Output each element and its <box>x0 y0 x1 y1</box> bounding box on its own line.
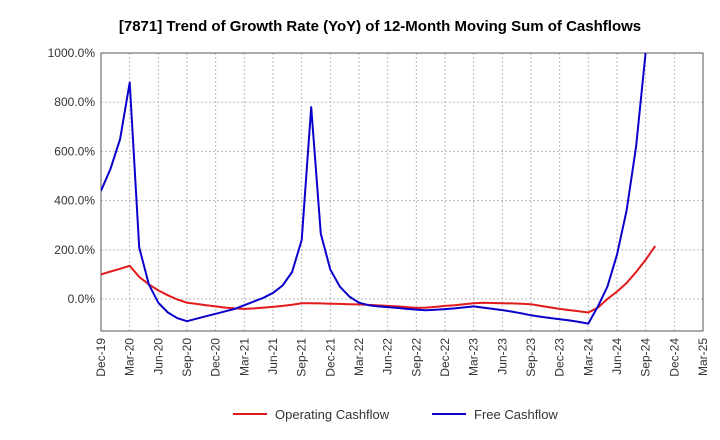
x-tick-label: Dec-19 <box>94 338 108 377</box>
y-tick-label: 800.0% <box>54 95 95 109</box>
y-tick-label: 0.0% <box>68 292 96 306</box>
x-tick-label: Dec-20 <box>209 338 223 377</box>
x-tick-label: Sep-23 <box>524 338 538 377</box>
series-line-free-cashflow <box>101 53 647 325</box>
x-tick-label: Mar-21 <box>237 338 251 376</box>
x-tick-label: Jun-20 <box>151 338 165 375</box>
series-lines <box>101 53 657 325</box>
grid-lines <box>100 52 704 331</box>
x-tick-label: Mar-23 <box>467 338 481 376</box>
legend-label: Operating Cashflow <box>275 407 390 422</box>
x-tick-label: Sep-20 <box>180 338 194 377</box>
plot-area-frame <box>100 52 704 332</box>
y-tick-label: 1000.0% <box>48 46 96 60</box>
x-tick-label: Dec-24 <box>667 338 681 377</box>
x-tick-label: Jun-22 <box>381 338 395 375</box>
series-line-operating-cashflow <box>101 245 657 314</box>
x-tick-label: Dec-21 <box>323 338 337 377</box>
y-tick-label: 200.0% <box>54 243 95 257</box>
x-tick-label: Dec-22 <box>438 338 452 377</box>
y-tick-label: 400.0% <box>54 194 95 208</box>
x-tick-label: Mar-20 <box>123 338 137 376</box>
legend-label: Free Cashflow <box>474 407 558 422</box>
x-tick-label: Jun-24 <box>610 338 624 375</box>
y-tick-label: 600.0% <box>54 144 95 158</box>
x-tick-label: Sep-22 <box>409 338 423 377</box>
x-tick-label: Dec-23 <box>553 338 567 377</box>
x-tick-label: Sep-21 <box>295 338 309 377</box>
x-tick-label: Sep-24 <box>639 338 653 377</box>
x-tick-label: Mar-22 <box>352 338 366 376</box>
y-axis-tick-labels: 0.0% 200.0% 400.0% 600.0% 800.0% 1000.0% <box>48 46 96 306</box>
x-tick-label: Mar-24 <box>581 338 595 376</box>
x-axis-tick-labels: Dec-19 Mar-20 Jun-20 Sep-20 Dec-20 Mar-21 Jun-… <box>94 338 710 377</box>
chart-title: [7871] Trend of Growth Rate (YoY) of 12-… <box>119 18 641 35</box>
x-tick-label: Jun-21 <box>266 338 280 375</box>
x-tick-label: Jun-23 <box>495 338 509 375</box>
legend: Operating Cashflow Free Cashflow <box>233 407 558 422</box>
x-tick-label: Mar-25 <box>696 338 710 376</box>
